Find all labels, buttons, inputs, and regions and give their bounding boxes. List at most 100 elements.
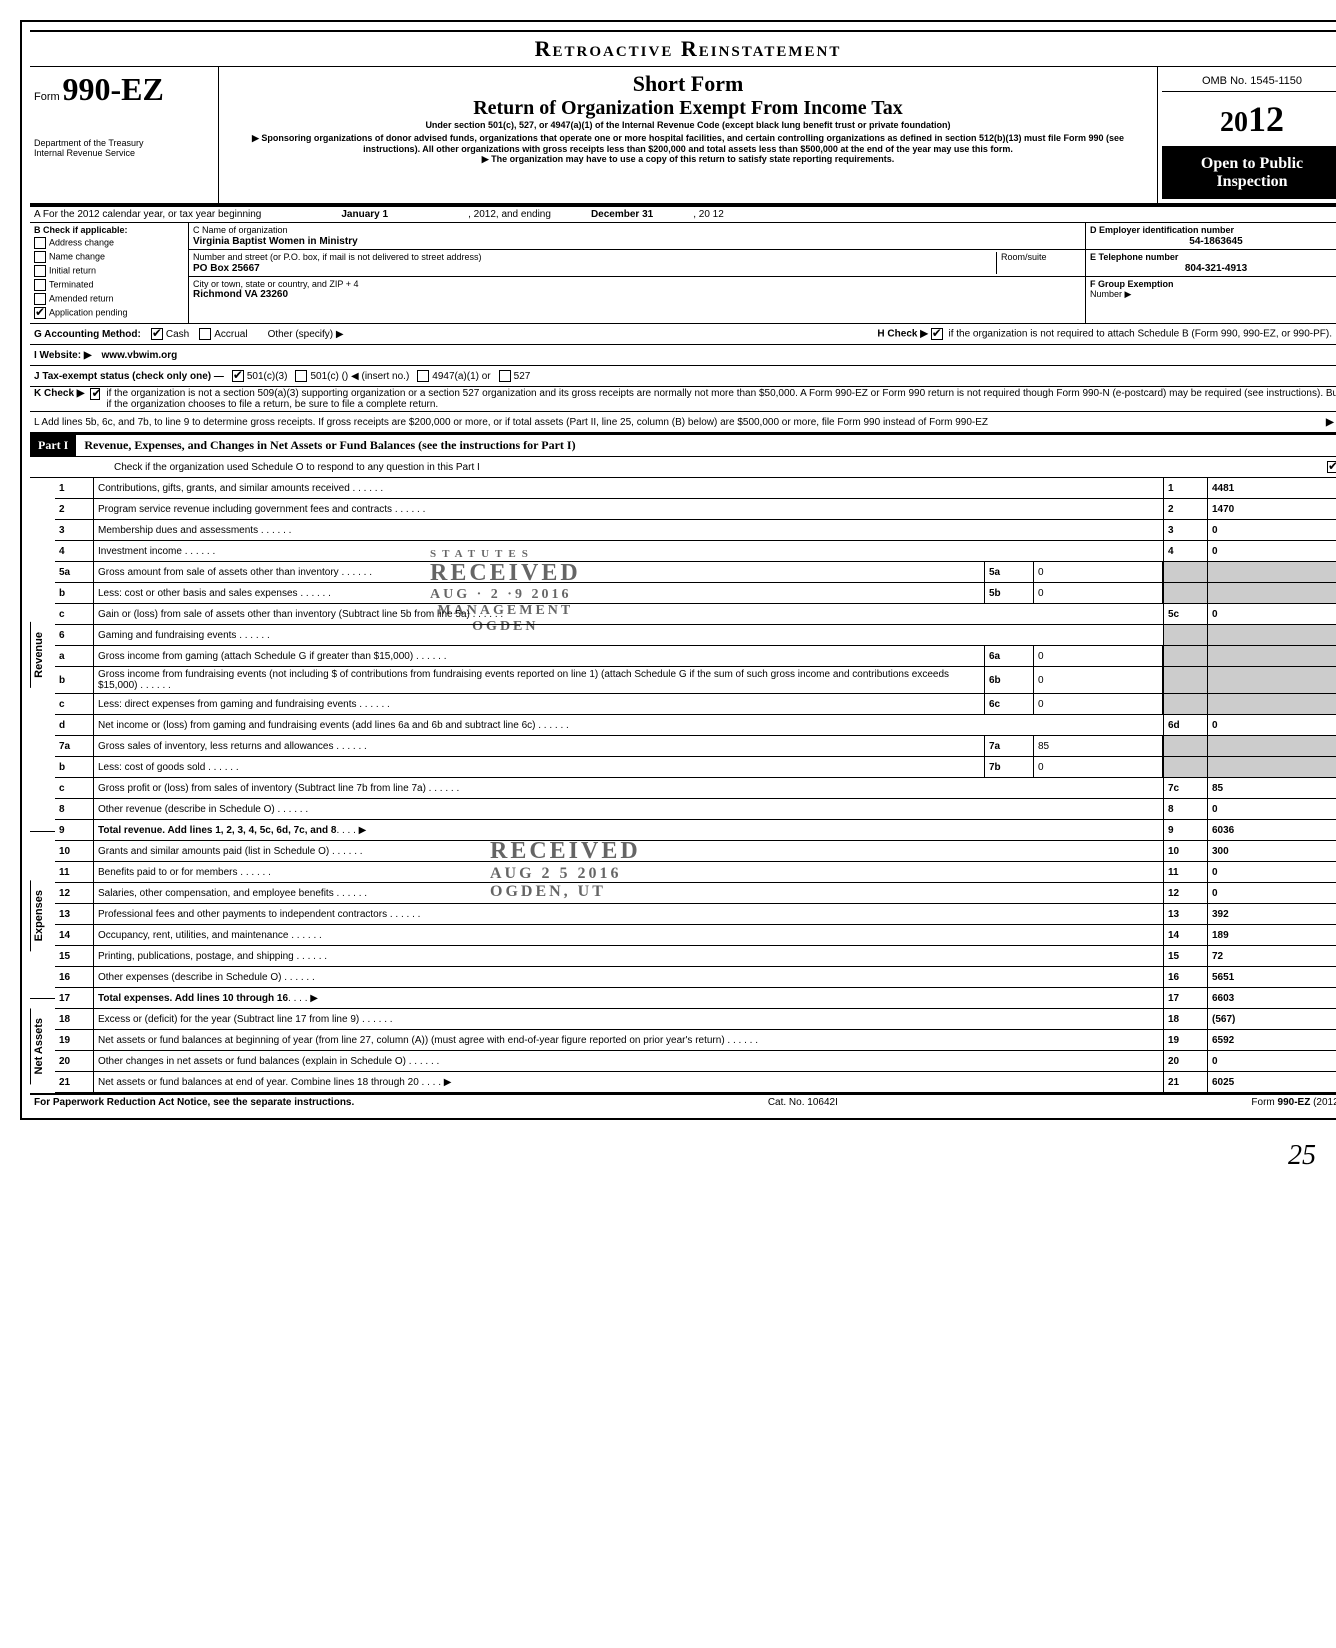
row-a-begin: January 1 <box>341 209 388 220</box>
line-num: 9 <box>55 820 94 840</box>
short-form: Short Form <box>223 71 1153 97</box>
line-num: b <box>55 583 94 603</box>
row-a: A For the 2012 calendar year, or tax yea… <box>30 207 1336 223</box>
org-name: Virginia Baptist Women in Ministry <box>193 236 1081 247</box>
line-desc: Excess or (deficit) for the year (Subtra… <box>94 1009 1163 1029</box>
line-21: 21Net assets or fund balances at end of … <box>55 1072 1336 1093</box>
line-desc: Gross income from gaming (attach Schedul… <box>94 646 984 666</box>
row-j: J Tax-exempt status (check only one) — 5… <box>30 366 1336 387</box>
line-num: c <box>55 604 94 624</box>
website: www.vbwim.org <box>102 350 178 361</box>
j-label: J Tax-exempt status (check only one) — <box>34 371 224 382</box>
colb-checkbox-5[interactable] <box>34 307 46 319</box>
line-6: 6Gaming and fundraising events . . . . .… <box>55 625 1336 646</box>
j-501c3-checkbox[interactable] <box>232 370 244 382</box>
j-4947-checkbox[interactable] <box>417 370 429 382</box>
right-val <box>1208 667 1336 693</box>
line-desc: Gaming and fundraising events . . . . . … <box>94 625 1163 645</box>
accrual-checkbox[interactable] <box>199 328 211 340</box>
right-num: 6d <box>1163 715 1208 735</box>
line-desc: Grants and similar amounts paid (list in… <box>94 841 1163 861</box>
line-desc: Occupancy, rent, utilities, and maintena… <box>94 925 1163 945</box>
g-label: G Accounting Method: <box>34 329 141 340</box>
right-num: 21 <box>1163 1072 1208 1092</box>
mid-box: 5a <box>984 562 1034 582</box>
line-num: 18 <box>55 1009 94 1029</box>
right-num <box>1163 667 1208 693</box>
right-val: 392 <box>1208 904 1336 924</box>
colb-checkbox-1[interactable] <box>34 251 46 263</box>
mid-box: 7a <box>984 736 1034 756</box>
j-527-checkbox[interactable] <box>499 370 511 382</box>
right-val <box>1208 625 1336 645</box>
line-num: 1 <box>55 478 94 498</box>
right-num: 14 <box>1163 925 1208 945</box>
line-num: 5a <box>55 562 94 582</box>
right-num <box>1163 757 1208 777</box>
part1-header: Part I Revenue, Expenses, and Changes in… <box>30 433 1336 457</box>
k-checkbox[interactable] <box>90 388 100 400</box>
line-desc: Program service revenue including govern… <box>94 499 1163 519</box>
right-num: 1 <box>1163 478 1208 498</box>
tax-year: 2012 <box>1162 92 1336 147</box>
line-num: 15 <box>55 946 94 966</box>
colb-checkbox-4[interactable] <box>34 293 46 305</box>
line-num: 16 <box>55 967 94 987</box>
line-desc: Gross profit or (loss) from sales of inv… <box>94 778 1163 798</box>
vert-expenses: Expenses <box>30 880 55 951</box>
line-17: 17Total expenses. Add lines 10 through 1… <box>55 988 1336 1009</box>
line-10: 10Grants and similar amounts paid (list … <box>55 841 1336 862</box>
line-c: cGain or (loss) from sale of assets othe… <box>55 604 1336 625</box>
line-desc: Less: cost or other basis and sales expe… <box>94 583 984 603</box>
part1-label: Part I <box>30 435 76 456</box>
lines-container: 1Contributions, gifts, grants, and simil… <box>55 478 1336 1093</box>
line-desc: Benefits paid to or for members . . . . … <box>94 862 1163 882</box>
colb-checkbox-2[interactable] <box>34 265 46 277</box>
line-num: b <box>55 667 94 693</box>
line-15: 15Printing, publications, postage, and s… <box>55 946 1336 967</box>
org-city: Richmond VA 23260 <box>193 289 1081 300</box>
right-val: 6603 <box>1208 988 1336 1008</box>
i-label: I Website: ▶ <box>34 350 92 361</box>
page-number: 25 <box>20 1140 1336 1172</box>
right-val <box>1208 583 1336 603</box>
line-desc: Investment income . . . . . . <box>94 541 1163 561</box>
right-val <box>1208 562 1336 582</box>
sponsor-text: ▶ Sponsoring organizations of donor advi… <box>223 133 1153 155</box>
header-center: Short Form Return of Organization Exempt… <box>219 67 1158 203</box>
line-desc: Gross sales of inventory, less returns a… <box>94 736 984 756</box>
right-num: 4 <box>1163 541 1208 561</box>
right-num: 18 <box>1163 1009 1208 1029</box>
line-8: 8Other revenue (describe in Schedule O) … <box>55 799 1336 820</box>
form-number: 990-EZ <box>62 71 163 107</box>
right-num <box>1163 625 1208 645</box>
j-527: 527 <box>514 371 531 382</box>
retroactive-title: Retroactive Reinstatement <box>30 30 1336 66</box>
line-num: 12 <box>55 883 94 903</box>
part1-checkbox[interactable] <box>1327 461 1336 473</box>
j-501c-checkbox[interactable] <box>295 370 307 382</box>
row-g: G Accounting Method: Cash Accrual Other … <box>30 324 1336 345</box>
right-val: 0 <box>1208 799 1336 819</box>
line-num: 6 <box>55 625 94 645</box>
right-num: 15 <box>1163 946 1208 966</box>
h-label: H Check ▶ <box>877 329 927 340</box>
line-num: 19 <box>55 1030 94 1050</box>
mid-box: 6a <box>984 646 1034 666</box>
line-num: 7a <box>55 736 94 756</box>
colb-checkbox-0[interactable] <box>34 237 46 249</box>
line-desc: Gain or (loss) from sale of assets other… <box>94 604 1163 624</box>
right-val: 72 <box>1208 946 1336 966</box>
line-11: 11Benefits paid to or for members . . . … <box>55 862 1336 883</box>
line-desc: Contributions, gifts, grants, and simila… <box>94 478 1163 498</box>
footer: For Paperwork Reduction Act Notice, see … <box>30 1093 1336 1110</box>
line-num: 13 <box>55 904 94 924</box>
header-right: OMB No. 1545-1150 2012 Open to Public In… <box>1158 67 1336 203</box>
right-num: 2 <box>1163 499 1208 519</box>
cash-checkbox[interactable] <box>151 328 163 340</box>
addr-label: Number and street (or P.O. box, if mail … <box>193 252 996 263</box>
ein: 54-1863645 <box>1090 236 1336 247</box>
colb-checkbox-3[interactable] <box>34 279 46 291</box>
main-grid: STATUTES RECEIVED AUG · 2 ·9 2016 MANAGE… <box>30 478 1336 1093</box>
h-checkbox[interactable] <box>931 328 943 340</box>
